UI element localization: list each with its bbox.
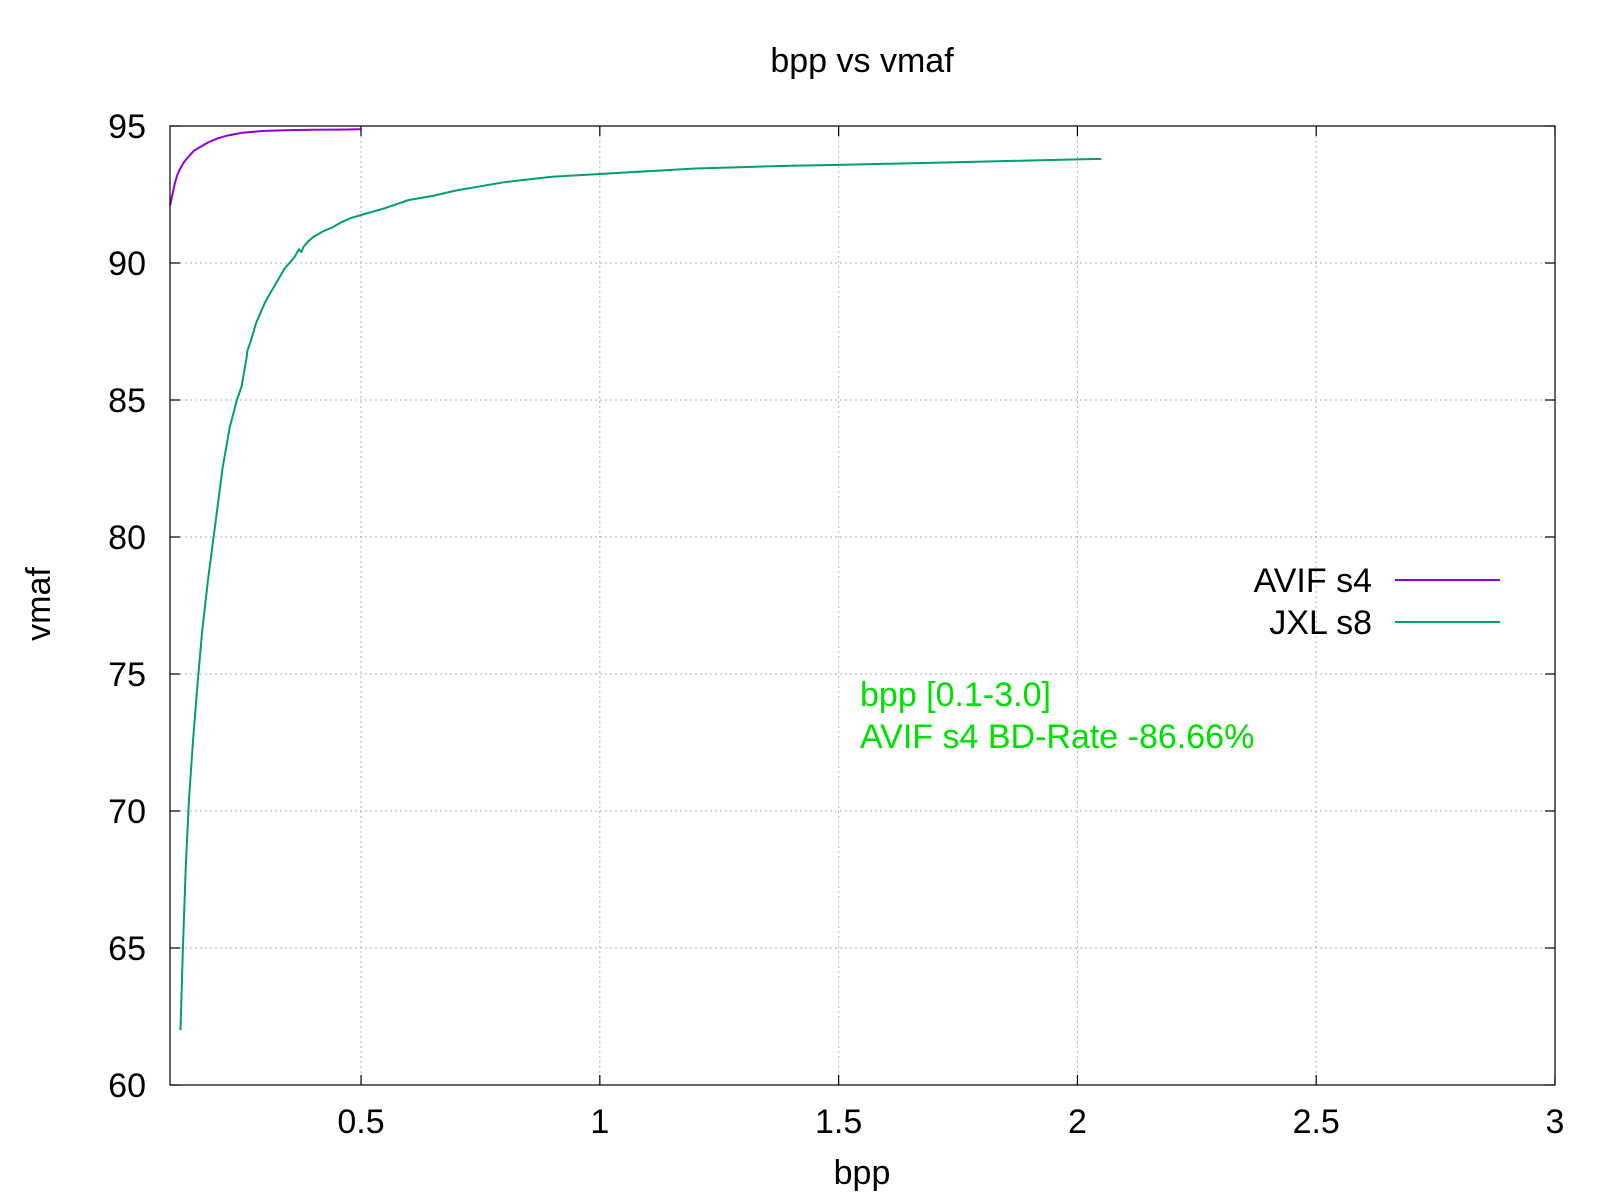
y-tick-label: 95: [108, 108, 146, 146]
x-tick-label: 1.5: [815, 1103, 862, 1141]
legend-label: AVIF s4: [1254, 562, 1372, 600]
y-tick-label: 60: [108, 1067, 146, 1105]
chart-title: bpp vs vmaf: [770, 42, 954, 80]
y-tick-label: 70: [108, 793, 146, 831]
series-layer: [169, 128, 1102, 1031]
ticks-layer: 60 65 70 75 80 85 90 95 0.5 1 1.5 2 2.5 3: [108, 108, 1564, 1141]
x-axis-label: bpp: [834, 1154, 891, 1192]
y-tick-label: 90: [108, 245, 146, 283]
y-axis-label: vmaf: [20, 567, 58, 641]
legend: AVIF s4 JXL s8: [1254, 562, 1500, 642]
x-tick-label: 0.5: [337, 1103, 384, 1141]
annotation-block: bpp [0.1-3.0] AVIF s4 BD-Rate -86.66%: [860, 676, 1254, 756]
x-tick-label: 2.5: [1293, 1103, 1340, 1141]
x-tick-label: 1: [590, 1103, 609, 1141]
legend-label: JXL s8: [1269, 604, 1372, 642]
y-tick-label: 75: [108, 656, 146, 694]
y-tick-label: 80: [108, 519, 146, 557]
series-line-jxl-s8: [179, 157, 1102, 1031]
y-tick-label: 65: [108, 930, 146, 968]
annotation-bd-rate: AVIF s4 BD-Rate -86.66%: [860, 718, 1254, 756]
plot-frame: [169, 125, 1556, 1086]
x-tick-label: 2: [1068, 1103, 1087, 1141]
y-tick-label: 85: [108, 382, 146, 420]
annotation-range: bpp [0.1-3.0]: [860, 676, 1051, 714]
grid-layer: [170, 126, 1555, 1085]
series-line-avif-s4: [169, 128, 362, 206]
x-tick-label: 3: [1546, 1103, 1565, 1141]
